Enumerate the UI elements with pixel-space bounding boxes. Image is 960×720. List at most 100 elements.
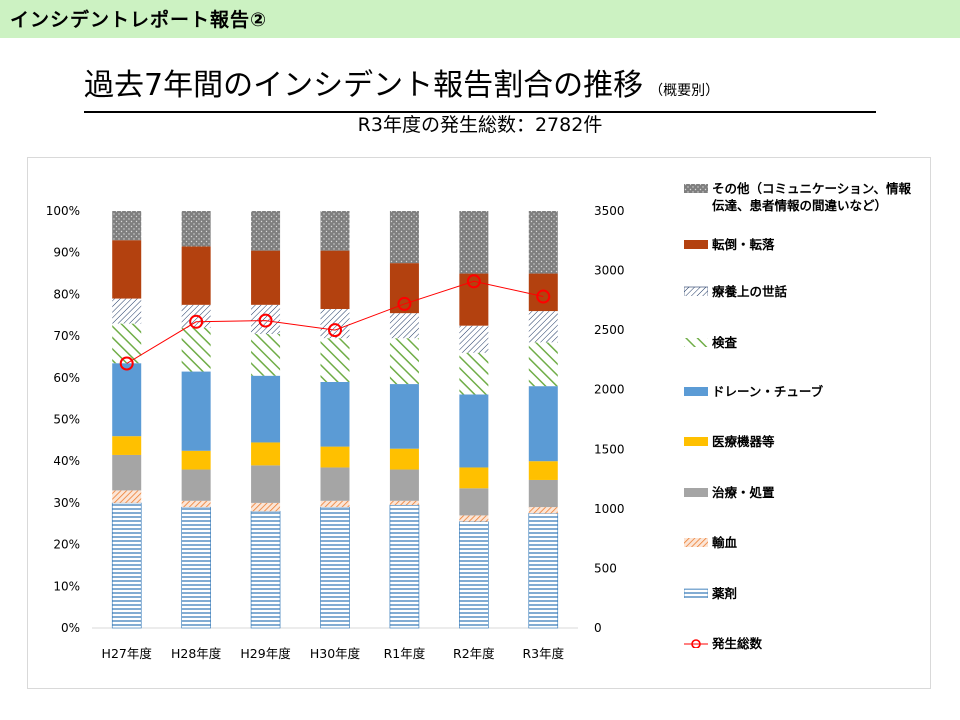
bar-segment-drug (250, 510, 281, 629)
chart-frame (27, 157, 931, 689)
x-tick-label: R3年度 (522, 646, 564, 661)
x-tick-label: R2年度 (453, 646, 495, 661)
bar-segment-drain (320, 381, 350, 447)
y-left-tick-label: 0% (61, 621, 80, 635)
total-point (328, 323, 342, 338)
bar-segment-drug (528, 513, 559, 629)
y-left-tick-label: 10% (53, 579, 80, 593)
legend-swatch-test (684, 338, 708, 347)
bar-segment-device (181, 450, 211, 470)
total-point (258, 313, 273, 328)
legend-item-device: 医療機器等 (684, 433, 775, 450)
bar-segment-test (251, 334, 281, 376)
y-left-tick-label: 60% (53, 371, 80, 385)
total-point (536, 289, 551, 304)
legend-item-fall: 転倒・転落 (684, 236, 775, 253)
legend-item-line: 発生総数 (684, 635, 762, 652)
bar-segment-fall (112, 240, 142, 299)
bar-segment-transfusion (528, 507, 558, 514)
header-title: インシデントレポート報告② (10, 9, 268, 31)
bar-segment-drain (389, 384, 419, 449)
bar-segment-drug (459, 521, 489, 629)
legend-label: その他（コミュニケーション、情報伝達、患者情報の間違いなど） (712, 181, 912, 213)
y-left-tick-label: 50% (53, 413, 80, 427)
y-left-tick-label: 20% (53, 538, 80, 552)
total-line (126, 280, 544, 364)
x-tick-label: H28年度 (171, 646, 222, 661)
bar-segment-device (320, 446, 350, 468)
legend-item-other: その他（コミュニケーション、情報伝達、患者情報の間違いなど） (684, 180, 922, 214)
bar-segment-care (459, 325, 489, 353)
bar-segment-transfusion (459, 515, 489, 522)
legend-item-test: 検査 (684, 334, 737, 351)
legend-swatch-line (684, 639, 708, 648)
total-point (466, 274, 481, 289)
x-tick-label: H30年度 (310, 646, 361, 661)
legend-label: 療養上の世話 (712, 284, 788, 299)
bar-segment-drain (112, 363, 142, 437)
legend-label: 輸血 (712, 535, 738, 550)
header-band: インシデントレポート報告② (0, 0, 960, 38)
bar-segment-other (112, 211, 142, 241)
legend-swatch-treatment (684, 488, 708, 497)
main-title-suffix: （概要別） (649, 83, 720, 99)
bar-segment-test (459, 352, 489, 395)
y-right-tick-label: 1500 (594, 442, 625, 456)
bar-segment-other (251, 211, 281, 251)
bar-segment-treatment (251, 465, 281, 503)
bar-segment-drug (181, 506, 211, 629)
bar-segment-other (320, 211, 350, 251)
legend-item-transfusion: 輸血 (684, 534, 737, 551)
bar-segment-test (528, 342, 558, 387)
bar-segment-drain (181, 371, 211, 451)
legend-label: 医療機器等 (712, 434, 775, 449)
subtitle: R3年度の発生総数：2782件 (357, 114, 603, 136)
legend-swatch-transfusion (684, 538, 708, 547)
x-tick-label: H29年度 (240, 646, 291, 661)
legend-label: 検査 (712, 335, 738, 350)
legend-swatch-device (684, 437, 708, 446)
x-tick-label: H27年度 (102, 646, 153, 661)
y-left-tick-label: 90% (53, 246, 80, 260)
legend-item-treatment: 治療・処置 (684, 484, 775, 501)
bar-segment-other (459, 211, 489, 274)
y-right-tick-label: 500 (594, 561, 617, 575)
bar-segment-treatment (181, 469, 211, 501)
bar-segment-fall (528, 273, 558, 312)
total-point (119, 356, 134, 371)
bar-segment-device (112, 436, 142, 455)
bar-segment-treatment (112, 454, 142, 491)
total-point (397, 296, 412, 311)
y-right-tick-label: 3000 (594, 264, 625, 278)
y-left-tick-label: 40% (53, 454, 80, 468)
legend-label: 薬剤 (712, 586, 738, 601)
bar-segment-other (528, 211, 558, 274)
bar-segment-drug (111, 502, 142, 629)
bar-segment-device (459, 467, 489, 489)
legend-swatch-care (684, 286, 708, 296)
y-right-tick-label: 0 (594, 621, 602, 635)
bar-segment-fall (181, 246, 211, 305)
bar-segment-care (112, 298, 142, 324)
y-right-tick-label: 3500 (594, 204, 625, 218)
total-point (189, 314, 204, 329)
y-left-tick-label: 100% (46, 204, 80, 218)
legend-item-drain: ドレーン・チューブ (684, 383, 823, 400)
x-tick-label: R1年度 (384, 646, 426, 661)
bar-segment-treatment (320, 467, 350, 501)
legend-swatch-drain (684, 387, 708, 396)
legend-swatch-fall (684, 240, 708, 249)
bar-segment-drain (528, 386, 558, 462)
legend-swatch-other (684, 184, 708, 193)
legend-label: 転倒・転落 (712, 237, 775, 252)
legend-label: ドレーン・チューブ (712, 384, 824, 399)
y-right-tick-label: 1000 (594, 502, 625, 516)
legend-label: 治療・処置 (712, 485, 775, 500)
legend-label: 発生総数 (712, 636, 763, 651)
bar-segment-treatment (459, 488, 489, 516)
bar-segment-drain (459, 394, 489, 468)
bar-segment-transfusion (320, 500, 350, 508)
bar-segment-other (181, 211, 211, 247)
bar-segment-treatment (528, 479, 558, 508)
